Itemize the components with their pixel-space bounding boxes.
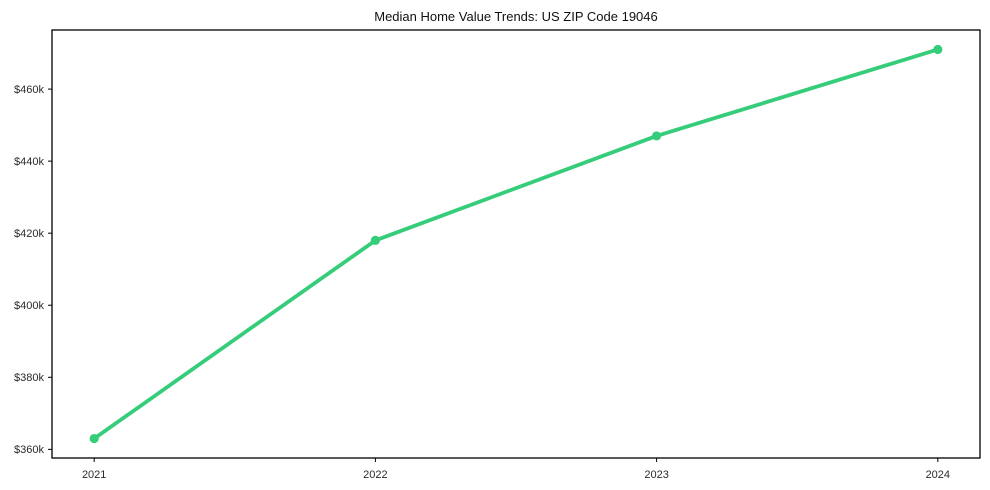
chart-title: Median Home Value Trends: US ZIP Code 19…	[374, 9, 658, 24]
x-tick-label: 2024	[926, 469, 950, 481]
data-point-marker	[89, 433, 99, 444]
trend-line	[92, 47, 940, 441]
y-tick-label: $460k	[14, 84, 44, 96]
y-tick-label: $380k	[14, 372, 44, 384]
plot-area: $360k $380k $400k $420k $440k $460k 2021 2022 20…	[14, 29, 981, 481]
y-tick-label: $360k	[14, 444, 44, 456]
x-tick-label: 2022	[363, 469, 387, 481]
y-tick-label: $420k	[14, 228, 44, 240]
plot-border	[51, 29, 981, 459]
data-point-marker	[933, 44, 943, 55]
data-point-marker	[370, 235, 380, 245]
y-tick-label: $400k	[14, 300, 44, 312]
x-tick-label: 2021	[82, 469, 106, 481]
y-tick-label: $440k	[14, 156, 44, 168]
x-tick-label: 2023	[644, 469, 668, 481]
data-point-marker	[652, 131, 662, 141]
